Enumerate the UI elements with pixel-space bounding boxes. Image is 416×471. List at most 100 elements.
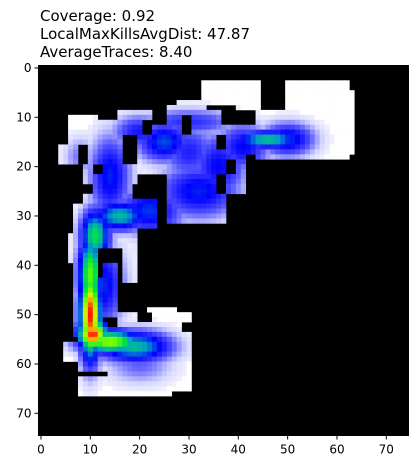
heatmap-cell [117,238,123,244]
heatmap-cell [156,164,163,170]
heatmap-cell [240,178,247,185]
heatmap-cell [151,213,158,219]
heatmap-cell [122,129,128,135]
heatmap-cell [92,257,99,264]
heatmap-cell [176,208,182,214]
heatmap-cell [107,154,113,160]
heatmap-cell [122,381,128,387]
heatmap-cell [117,213,123,219]
heatmap-cell [73,307,79,313]
heatmap-cell [127,267,133,274]
heatmap-cell [235,85,242,91]
heatmap-cell [107,238,113,244]
heatmap-cell [151,346,158,352]
heatmap-cell [132,386,138,392]
heatmap-cell [255,149,261,155]
heatmap-cell [127,238,133,244]
heatmap-cell [97,356,103,362]
heatmap-cell [137,109,143,116]
heatmap-cell [161,376,168,382]
heatmap-cell [225,149,232,155]
x-tick-label: 0 [37,443,45,457]
heatmap-cell [240,174,247,180]
heatmap-cell [161,326,168,333]
heatmap-cell [137,391,143,397]
heatmap-cell [309,129,316,135]
heatmap-cell [82,233,89,239]
heatmap-cell [206,198,212,204]
heatmap-cell [127,114,133,121]
heatmap-cell [181,109,187,116]
heatmap-cell [112,169,118,175]
heatmap-cell [339,149,345,155]
heatmap-cell [334,154,340,160]
heatmap-cell [334,95,340,101]
heatmap-cell [137,154,143,160]
heatmap-cell [122,193,128,200]
heatmap-cell [112,267,118,274]
heatmap-cell [122,188,128,195]
heatmap-cell [82,282,89,288]
heatmap-cell [166,193,173,200]
heatmap-cell [309,119,316,126]
heatmap-cell [230,129,237,135]
heatmap-cell [92,174,99,180]
heatmap-cell [137,361,143,367]
heatmap-cell [216,109,222,116]
heatmap-cell [280,114,286,121]
heatmap-cell [161,331,168,338]
heatmap-cell [275,119,281,126]
heatmap-cell [112,287,118,293]
heatmap-cell [181,356,187,362]
heatmap-cell [92,356,99,362]
heatmap-cell [122,114,128,121]
heatmap-cell [280,154,286,160]
heatmap-cell [344,90,350,96]
heatmap-cell [73,238,79,244]
heatmap-cell [147,208,153,214]
heatmap-cell [201,183,207,190]
heatmap-cell [132,124,138,130]
heatmap-cell [156,129,163,135]
heatmap-cell [245,144,251,150]
heatmap-cell [156,139,163,145]
heatmap-cell [87,336,94,343]
heatmap-cell [171,346,177,352]
heatmap-cell [132,366,138,372]
heatmap-cell [112,208,118,214]
heatmap-cell [211,164,217,170]
heatmap-cell [122,174,128,180]
heatmap-cell [77,366,84,372]
heatmap-cell [92,346,99,352]
heatmap-cell [275,114,281,121]
heatmap-cell [117,164,123,170]
heatmap-cell [73,213,79,219]
heatmap-cell [122,198,128,204]
heatmap-cell [275,129,281,135]
heatmap-cell [201,134,207,140]
heatmap-cell [117,134,123,140]
heatmap-cell [176,312,182,318]
heatmap-cell [87,203,94,209]
heatmap-cell [142,376,148,382]
heatmap-cell [77,312,84,318]
heatmap-cell [92,228,99,234]
heatmap-cell [230,134,237,140]
heatmap-cell [299,154,306,160]
heatmap-cell [290,100,296,106]
heatmap-cell [68,243,74,249]
heatmap-cell [245,90,251,96]
heatmap-cell [77,272,84,278]
heatmap-cell [295,124,301,130]
heatmap-cell [102,336,108,343]
heatmap-cell [319,134,325,140]
heatmap-cell [122,356,128,362]
heatmap-cell [324,134,330,140]
heatmap-cell [166,346,173,352]
heatmap-cell [171,331,177,338]
heatmap-cell [147,322,153,328]
heatmap-cell [127,346,133,352]
heatmap-cell [290,144,296,150]
heatmap-cell [156,169,163,175]
heatmap-cell [349,134,355,140]
